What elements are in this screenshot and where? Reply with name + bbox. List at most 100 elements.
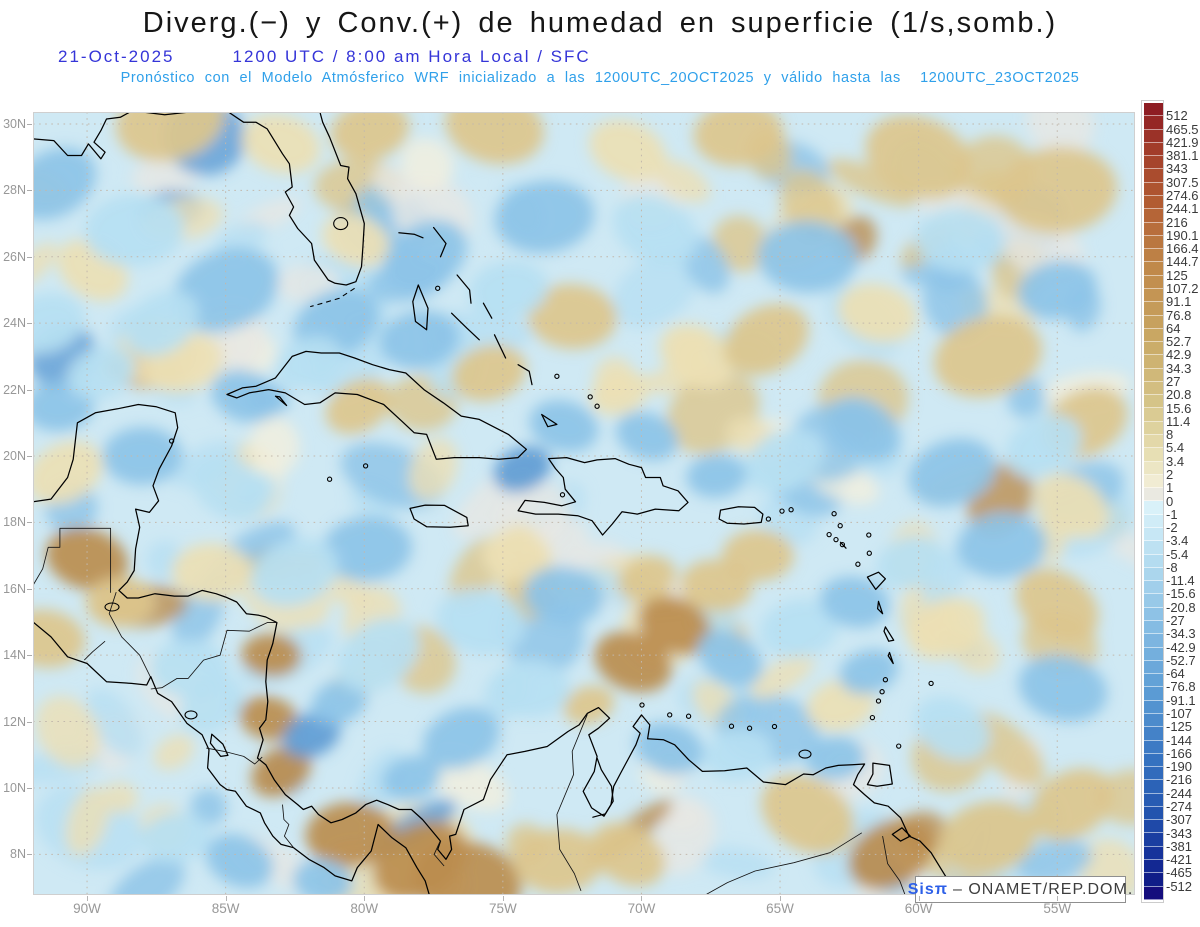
colorbar-cell bbox=[1144, 488, 1163, 502]
colorbar-cell bbox=[1144, 209, 1163, 223]
colorbar-cell bbox=[1144, 581, 1163, 595]
valid-time-text: 1200 UTC / 8:00 am Hora Local / SFC bbox=[232, 47, 591, 66]
colorbar-cell bbox=[1144, 806, 1163, 821]
lon-tick-mark bbox=[1057, 896, 1059, 901]
colorbar-cell bbox=[1144, 169, 1163, 183]
colorbar-tick-label: 244.1 bbox=[1166, 201, 1199, 217]
colorbar-cell bbox=[1144, 713, 1163, 728]
florida-keys bbox=[310, 287, 355, 308]
colorbar-tick-label: 3.4 bbox=[1166, 453, 1185, 469]
lon-tick-mark bbox=[225, 896, 227, 901]
colorbar-cell bbox=[1144, 116, 1163, 130]
colorbar-tick-label: 11.4 bbox=[1166, 413, 1191, 429]
colorbar-cell bbox=[1144, 607, 1163, 621]
colorbar-tick-label: -2 bbox=[1166, 520, 1178, 536]
colorbar-cell bbox=[1144, 820, 1163, 834]
colorbar-tick-label: 34.3 bbox=[1166, 360, 1192, 376]
colorbar-tick-label: -91.1 bbox=[1166, 692, 1196, 708]
borders-rivers bbox=[33, 527, 906, 895]
lat-tick-label: 14N bbox=[3, 648, 26, 663]
colorbar-cell bbox=[1144, 355, 1163, 369]
colorbar-cell bbox=[1144, 342, 1163, 356]
colorbar-tick-label: -274 bbox=[1166, 799, 1193, 815]
colorbar-cell bbox=[1144, 275, 1163, 289]
lat-tick-label: 24N bbox=[3, 316, 26, 331]
lat-tick-mark bbox=[27, 190, 32, 192]
colorbar-tick-label: -5.4 bbox=[1166, 546, 1189, 562]
colorbar-cell bbox=[1144, 554, 1163, 568]
colorbar-cells bbox=[1144, 103, 1163, 900]
colorbar-cell bbox=[1144, 288, 1163, 303]
colorbar-cell bbox=[1144, 753, 1163, 768]
colorbar-cell bbox=[1144, 249, 1163, 263]
graticule bbox=[33, 112, 1135, 895]
colorbar-cell bbox=[1144, 474, 1163, 489]
colorbar-tick-label: -216 bbox=[1166, 772, 1193, 788]
colorbar-tick-label: 8 bbox=[1166, 427, 1174, 443]
forecast-init-line: Pronóstico con el Modelo Atmósferico WRF… bbox=[120, 70, 1080, 86]
colorbar-tick-label: 381.1 bbox=[1166, 148, 1199, 164]
colorbar-tick-label: 465.5 bbox=[1166, 121, 1199, 137]
colorbar-cell bbox=[1144, 235, 1163, 250]
lat-tick-mark bbox=[27, 721, 32, 723]
lat-tick-label: 8N bbox=[10, 847, 26, 862]
colorbar-tick-label: -42.9 bbox=[1166, 639, 1196, 655]
colorbar-tick-label: -11.4 bbox=[1166, 573, 1195, 589]
lat-tick-label: 10N bbox=[3, 780, 26, 795]
lat-tick-mark bbox=[27, 522, 32, 524]
lon-tick-mark bbox=[364, 896, 366, 901]
colorbar-cell bbox=[1144, 408, 1163, 422]
lat-tick-mark bbox=[27, 655, 32, 657]
colorbar-tick-label: -20.8 bbox=[1166, 599, 1196, 615]
colorbar-cell bbox=[1144, 674, 1163, 688]
lat-tick-label: 20N bbox=[3, 448, 26, 463]
lon-tick-label: 70W bbox=[627, 901, 656, 916]
colorbar-cell bbox=[1144, 195, 1163, 210]
colorbar-cell bbox=[1144, 435, 1163, 449]
colorbar-cell bbox=[1144, 700, 1163, 714]
colorbar-cell bbox=[1144, 860, 1163, 874]
lat-tick-label: 16N bbox=[3, 581, 26, 596]
colorbar-cell bbox=[1144, 647, 1163, 661]
colorbar-cell bbox=[1144, 381, 1163, 396]
colorbar-tick-label: 15.6 bbox=[1166, 400, 1192, 416]
coastlines bbox=[33, 112, 965, 895]
lat-tick-mark bbox=[27, 787, 32, 789]
colorbar-tick-label: 343 bbox=[1166, 161, 1188, 177]
page-title: Diverg.(−) y Conv.(+) de humedad en supe… bbox=[142, 7, 1058, 39]
lon-tick-label: 80W bbox=[350, 901, 379, 916]
watermark-brand-text: Sisπ bbox=[907, 880, 948, 898]
colorbar-tick-label: 421.9 bbox=[1166, 134, 1199, 150]
colorbar-cell bbox=[1144, 541, 1163, 555]
colorbar-cell bbox=[1144, 182, 1163, 196]
colorbar-cell bbox=[1144, 103, 1163, 117]
colorbar-tick-label: 512 bbox=[1166, 108, 1188, 124]
colorbar-tick-label: -190 bbox=[1166, 759, 1193, 775]
colorbar-tick-label: 274.6 bbox=[1166, 187, 1199, 203]
lat-tick-mark bbox=[27, 123, 32, 125]
lon-tick-mark bbox=[641, 896, 643, 901]
colorbar-cell bbox=[1144, 727, 1163, 741]
lake-outline bbox=[798, 749, 812, 759]
colorbar-tick-label: -52.7 bbox=[1166, 652, 1196, 668]
lon-tick-label: 60W bbox=[904, 901, 933, 916]
colorbar-tick-label: -144 bbox=[1166, 732, 1193, 748]
colorbar-tick-label: 107.2 bbox=[1166, 280, 1199, 296]
colorbar-tick-label: 76.8 bbox=[1166, 307, 1192, 323]
colorbar-tick-label: -3.4 bbox=[1166, 533, 1189, 549]
colorbar-cell bbox=[1144, 302, 1163, 316]
colorbar-tick-label: 2 bbox=[1166, 466, 1174, 482]
colorbar-tick-label: -34.3 bbox=[1166, 626, 1196, 642]
colorbar-cell bbox=[1144, 886, 1163, 900]
colorbar-cell bbox=[1144, 421, 1163, 436]
colorbar-cell bbox=[1144, 262, 1163, 276]
lon-tick-label: 85W bbox=[211, 901, 240, 916]
colorbar-cell bbox=[1144, 846, 1163, 861]
lake-outline bbox=[104, 602, 120, 612]
small-islands bbox=[168, 285, 934, 749]
lat-tick-label: 28N bbox=[3, 183, 26, 198]
colorbar-tick-label: 216 bbox=[1166, 214, 1188, 230]
colorbar-cell bbox=[1144, 793, 1163, 807]
lat-tick-mark bbox=[27, 854, 32, 856]
